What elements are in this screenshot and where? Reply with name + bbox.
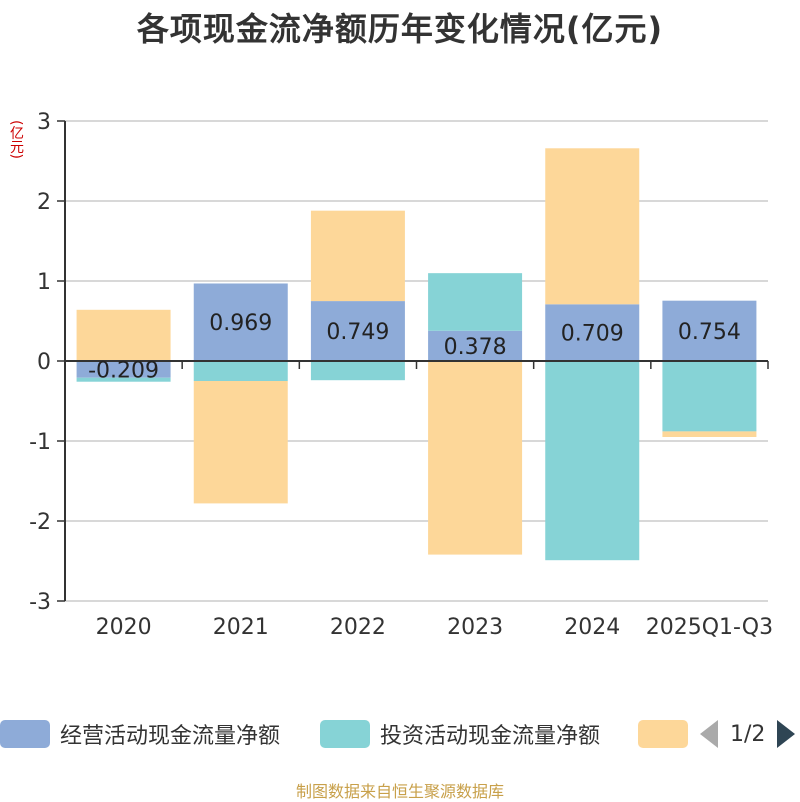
legend-next-page-icon[interactable]: [777, 720, 796, 748]
legend-label-investing: 投资活动现金流量净额: [380, 724, 601, 749]
bar-series-2-2024: [545, 148, 640, 305]
y-axis-unit-label: (亿元): [8, 120, 24, 159]
data-label-operating: 0.749: [326, 320, 389, 345]
bar-series-0-2025Q1-Q3: [662, 300, 757, 361]
bar-series-1-2024: [545, 361, 640, 561]
x-tick-label: 2022: [330, 615, 386, 640]
legend-label-operating: 经营活动现金流量净额: [60, 724, 281, 749]
legend-item-financing[interactable]: [638, 716, 688, 752]
y-tick-label: -2: [29, 510, 51, 535]
bar-series-0-2024: [545, 304, 640, 361]
y-tick-label: 2: [37, 190, 51, 215]
x-tick-label: 2023: [447, 615, 503, 640]
legend-pager: 1/2: [700, 716, 796, 752]
x-tick-label: 2021: [213, 615, 269, 640]
y-tick-label: -3: [29, 590, 51, 615]
x-tick-label: 2020: [96, 615, 152, 640]
y-tick-label: 0: [37, 350, 51, 375]
bar-series-2-2021: [193, 381, 288, 504]
bar-series-0-2020: [76, 361, 171, 378]
bar-series-1-2020: [76, 377, 171, 382]
y-tick-label: 3: [37, 110, 51, 135]
x-tick-label: 2025Q1-Q3: [646, 615, 773, 640]
legend-page-indicator: 1/2: [730, 721, 766, 747]
legend-prev-page-icon[interactable]: [700, 720, 718, 748]
data-label-operating: 0.378: [444, 335, 507, 360]
bar-series-0-2021: [193, 283, 288, 361]
bar-series-1-2021: [193, 361, 288, 381]
legend: 经营活动现金流量净额 投资活动现金流量净额 1/2: [0, 716, 800, 752]
y-tick-label: -1: [29, 430, 51, 455]
legend-swatch-operating: [0, 720, 50, 748]
bar-series-2-2025Q1-Q3: [662, 431, 757, 437]
chart-plot: 3 2 1 0 -1 -2 -3 2020 2021 2022 2023 2024 2025Q1-Q3 -…: [29, 110, 773, 640]
data-label-operating: 0.709: [561, 322, 624, 347]
bar-series-0-2023: [428, 330, 523, 361]
y-tick-label: 1: [37, 270, 51, 295]
bar-series-1-2023: [428, 273, 523, 331]
bar-series-0-2022: [310, 301, 405, 361]
bar-series-2-2023: [428, 361, 523, 555]
legend-swatch-financing: [638, 720, 688, 748]
legend-swatch-investing: [320, 720, 370, 748]
x-tick-label: 2024: [564, 615, 620, 640]
data-label-operating: -0.209: [88, 358, 159, 383]
bar-series-1-2025Q1-Q3: [662, 361, 757, 432]
bar-series-1-2022: [310, 361, 405, 381]
data-label-operating: 0.754: [678, 320, 741, 345]
bar-series-2-2020: [76, 309, 171, 361]
legend-item-operating[interactable]: 经营活动现金流量净额: [0, 716, 280, 752]
legend-item-investing[interactable]: 投资活动现金流量净额: [320, 716, 600, 752]
data-source-note: 制图数据来自恒生聚源数据库: [295, 782, 504, 801]
bar-series-2-2022: [310, 210, 405, 302]
chart-title: 各项现金流净额历年变化情况(亿元): [136, 10, 664, 48]
data-label-operating: 0.969: [209, 311, 272, 336]
